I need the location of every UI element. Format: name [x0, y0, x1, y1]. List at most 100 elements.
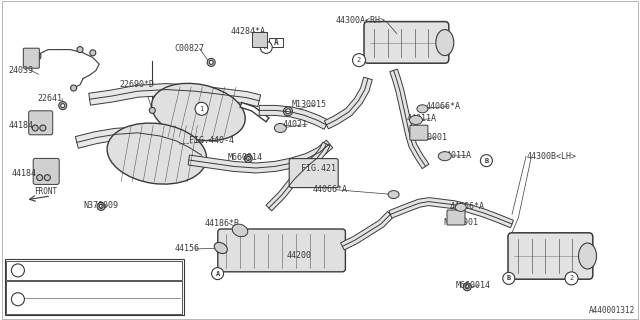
FancyBboxPatch shape [269, 38, 283, 47]
Ellipse shape [388, 191, 399, 198]
Circle shape [565, 272, 578, 285]
Text: A440001312: A440001312 [589, 306, 635, 315]
Polygon shape [324, 77, 372, 129]
Ellipse shape [214, 243, 227, 253]
Circle shape [244, 155, 252, 163]
Ellipse shape [232, 224, 248, 237]
Text: 22690*D: 22690*D [119, 80, 154, 89]
Text: N350001: N350001 [443, 218, 478, 227]
Circle shape [209, 60, 213, 64]
Polygon shape [390, 69, 429, 169]
FancyBboxPatch shape [218, 229, 346, 272]
Text: 44011A: 44011A [442, 151, 472, 160]
FancyBboxPatch shape [508, 233, 593, 279]
Text: 1: 1 [15, 266, 20, 275]
Circle shape [59, 102, 67, 110]
Polygon shape [89, 84, 260, 107]
Polygon shape [340, 212, 393, 250]
Ellipse shape [417, 105, 428, 113]
Circle shape [353, 54, 365, 67]
Text: 44284*A: 44284*A [230, 27, 266, 36]
Text: 44066*A: 44066*A [426, 102, 461, 111]
Text: B: B [507, 276, 511, 281]
Circle shape [503, 272, 515, 284]
Text: 44066*B (05MY0408-       ): 44066*B (05MY0408- ) [26, 302, 146, 311]
Text: 1: 1 [200, 106, 204, 112]
Text: 44066*A: 44066*A [312, 185, 348, 194]
Circle shape [32, 52, 41, 60]
FancyBboxPatch shape [364, 22, 449, 63]
Text: A: A [264, 44, 268, 50]
Circle shape [246, 156, 250, 160]
FancyBboxPatch shape [33, 158, 60, 184]
FancyBboxPatch shape [410, 125, 428, 140]
FancyBboxPatch shape [447, 210, 465, 225]
Text: M250076: M250076 [31, 266, 66, 275]
Circle shape [12, 293, 24, 306]
Text: 44156: 44156 [174, 244, 199, 253]
Text: 44011A: 44011A [406, 114, 436, 123]
Ellipse shape [579, 243, 596, 269]
Circle shape [284, 107, 292, 116]
Polygon shape [259, 105, 328, 129]
Circle shape [40, 125, 46, 131]
FancyBboxPatch shape [23, 48, 39, 68]
FancyBboxPatch shape [252, 32, 268, 47]
Text: 24039: 24039 [8, 66, 33, 75]
Text: A: A [273, 38, 278, 47]
Polygon shape [266, 142, 330, 211]
Circle shape [44, 175, 51, 180]
FancyBboxPatch shape [6, 281, 182, 314]
Circle shape [34, 53, 39, 59]
Text: 44184: 44184 [12, 169, 36, 178]
Circle shape [285, 109, 291, 114]
Text: C00827: C00827 [174, 44, 204, 53]
Text: B: B [484, 158, 488, 164]
Circle shape [465, 285, 469, 289]
Text: 2: 2 [570, 276, 573, 281]
Circle shape [207, 59, 215, 67]
Circle shape [99, 204, 103, 208]
FancyBboxPatch shape [29, 111, 52, 135]
Text: 44066*A (05MY-05MY0407): 44066*A (05MY-05MY0407) [26, 286, 132, 295]
Text: 44300A<RH>: 44300A<RH> [335, 16, 385, 25]
Text: FRONT: FRONT [35, 188, 58, 196]
Text: 44066*A: 44066*A [449, 202, 484, 211]
Text: 44200: 44200 [287, 251, 312, 260]
Text: FIG.421: FIG.421 [301, 164, 336, 173]
Ellipse shape [438, 152, 451, 161]
Text: 2: 2 [15, 295, 20, 304]
Text: 44184: 44184 [8, 121, 33, 130]
Circle shape [61, 104, 65, 108]
Circle shape [70, 85, 77, 91]
Text: M660014: M660014 [227, 153, 262, 162]
FancyBboxPatch shape [5, 259, 184, 315]
Text: 22641: 22641 [37, 94, 62, 103]
Polygon shape [76, 127, 205, 160]
Text: N370009: N370009 [83, 201, 118, 210]
Text: 44021: 44021 [283, 120, 308, 129]
Ellipse shape [152, 83, 245, 141]
Text: FIG.440-4: FIG.440-4 [189, 136, 234, 145]
Polygon shape [389, 198, 513, 228]
Circle shape [90, 50, 96, 56]
Circle shape [32, 125, 38, 131]
Text: 2: 2 [357, 57, 361, 63]
Text: A: A [216, 271, 220, 276]
Ellipse shape [410, 116, 422, 124]
Circle shape [36, 175, 43, 180]
Circle shape [260, 41, 272, 53]
Circle shape [12, 264, 24, 277]
Text: 44186*B: 44186*B [205, 219, 240, 228]
FancyBboxPatch shape [6, 261, 182, 280]
Text: N350001: N350001 [413, 133, 448, 142]
Ellipse shape [436, 29, 454, 56]
Circle shape [195, 102, 208, 115]
Circle shape [97, 203, 105, 211]
Circle shape [77, 47, 83, 52]
Ellipse shape [107, 123, 207, 184]
Circle shape [463, 283, 471, 291]
Text: M130015: M130015 [291, 100, 326, 109]
Text: 44300B<LH>: 44300B<LH> [526, 152, 576, 161]
Text: M660014: M660014 [456, 281, 491, 290]
